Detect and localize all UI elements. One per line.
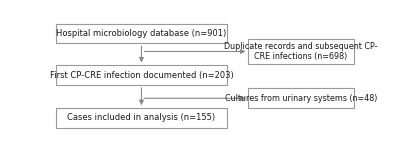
FancyBboxPatch shape (248, 88, 354, 108)
Text: Duplicate records and subsequent CP-
CRE infections (n=698): Duplicate records and subsequent CP- CRE… (224, 42, 378, 61)
Text: Hospital microbiology database (n=901): Hospital microbiology database (n=901) (56, 29, 226, 38)
Text: First CP-CRE infection documented (n=203): First CP-CRE infection documented (n=203… (50, 71, 233, 80)
FancyBboxPatch shape (56, 24, 227, 43)
FancyBboxPatch shape (56, 65, 227, 85)
Text: Cases included in analysis (n=155): Cases included in analysis (n=155) (67, 113, 216, 122)
FancyBboxPatch shape (56, 108, 227, 128)
Text: Cultures from urinary systems (n=48): Cultures from urinary systems (n=48) (225, 94, 377, 103)
FancyBboxPatch shape (248, 39, 354, 64)
